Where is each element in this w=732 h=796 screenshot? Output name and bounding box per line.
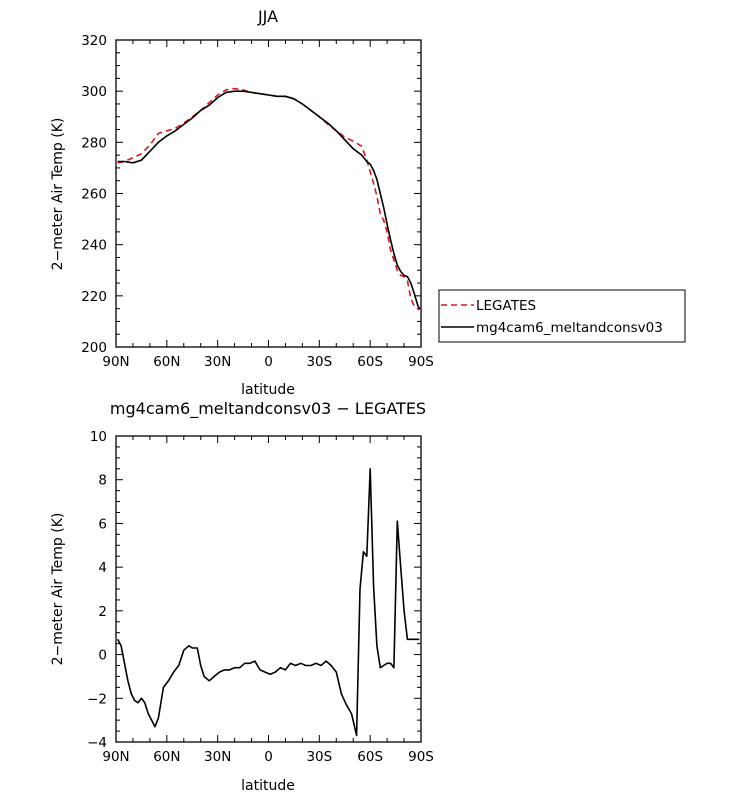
y-tick-label: −2 [87, 691, 107, 707]
x-tick-label: 30N [204, 749, 231, 765]
x-tick-label: 60S [357, 354, 383, 370]
bottom-chart-title: mg4cam6_meltandconsv03 − LEGATES [110, 399, 426, 419]
x-tick-label: 0 [264, 749, 273, 765]
y-tick-label: 8 [98, 473, 107, 489]
top-plot-frame [115, 39, 422, 348]
top-y-ticks: 200 220 240 260 280 300 320 [81, 33, 421, 356]
y-tick-label: 4 [98, 560, 107, 576]
x-tick-label: 30N [204, 354, 231, 370]
y-tick-label: 240 [81, 238, 107, 254]
top-chart-title: JJA [257, 7, 278, 26]
top-y-axis-label: 2−meter Air Temp (K) [50, 118, 66, 271]
y-tick-label: 320 [81, 33, 107, 49]
y-tick-label: 220 [81, 289, 107, 305]
y-tick-label: 10 [90, 429, 107, 445]
legend-label-model: mg4cam6_meltandconsv03 [476, 320, 663, 336]
x-tick-label: 60N [153, 354, 180, 370]
bottom-panel: mg4cam6_meltandconsv03 − LEGATES 90N 60N 3… [50, 399, 434, 794]
bottom-x-ticks: 90N 60N 30N 0 30S 60S 90S [102, 436, 434, 765]
x-tick-label: 30S [306, 354, 332, 370]
x-tick-label: 90S [408, 749, 434, 765]
x-tick-label: 90N [102, 749, 129, 765]
legend: LEGATES mg4cam6_meltandconsv03 [438, 289, 686, 343]
legend-box [438, 289, 686, 343]
y-tick-label: 280 [81, 135, 107, 151]
top-x-axis-label: latitude [241, 382, 295, 398]
x-tick-label: 60N [153, 749, 180, 765]
top-panel: JJA 90N 60N 30N 0 30S 60S 90S 200 220 240 260 280 3… [50, 7, 686, 398]
bottom-plot-frame [115, 435, 422, 743]
x-tick-label: 0 [264, 354, 273, 370]
y-tick-label: 300 [81, 84, 107, 100]
y-tick-label: 0 [98, 648, 107, 664]
y-tick-label: 6 [98, 516, 107, 532]
x-tick-label: 30S [306, 749, 332, 765]
y-tick-label: 260 [81, 187, 107, 203]
bottom-y-ticks: −4 −2 0 2 4 6 8 10 [87, 429, 421, 751]
top-series-line-mg4cam6-meltandconsv03 [117, 90, 421, 309]
top-x-ticks: 90N 60N 30N 0 30S 60S 90S [102, 40, 434, 370]
y-tick-label: 2 [98, 604, 107, 620]
bottom-x-axis-label: latitude [241, 778, 295, 794]
bottom-series [116, 467, 420, 737]
y-tick-label: 200 [81, 340, 107, 356]
y-tick-label: −4 [87, 735, 107, 751]
bottom-y-axis-label: 2−meter Air Temp (K) [50, 513, 66, 666]
top-series [117, 87, 421, 311]
x-tick-label: 90N [102, 354, 129, 370]
bottom-series-line-1 [116, 467, 420, 737]
x-tick-label: 60S [357, 749, 383, 765]
x-tick-label: 90S [408, 354, 434, 370]
top-series-line-legates [117, 87, 420, 311]
legend-label-legates: LEGATES [476, 298, 536, 314]
